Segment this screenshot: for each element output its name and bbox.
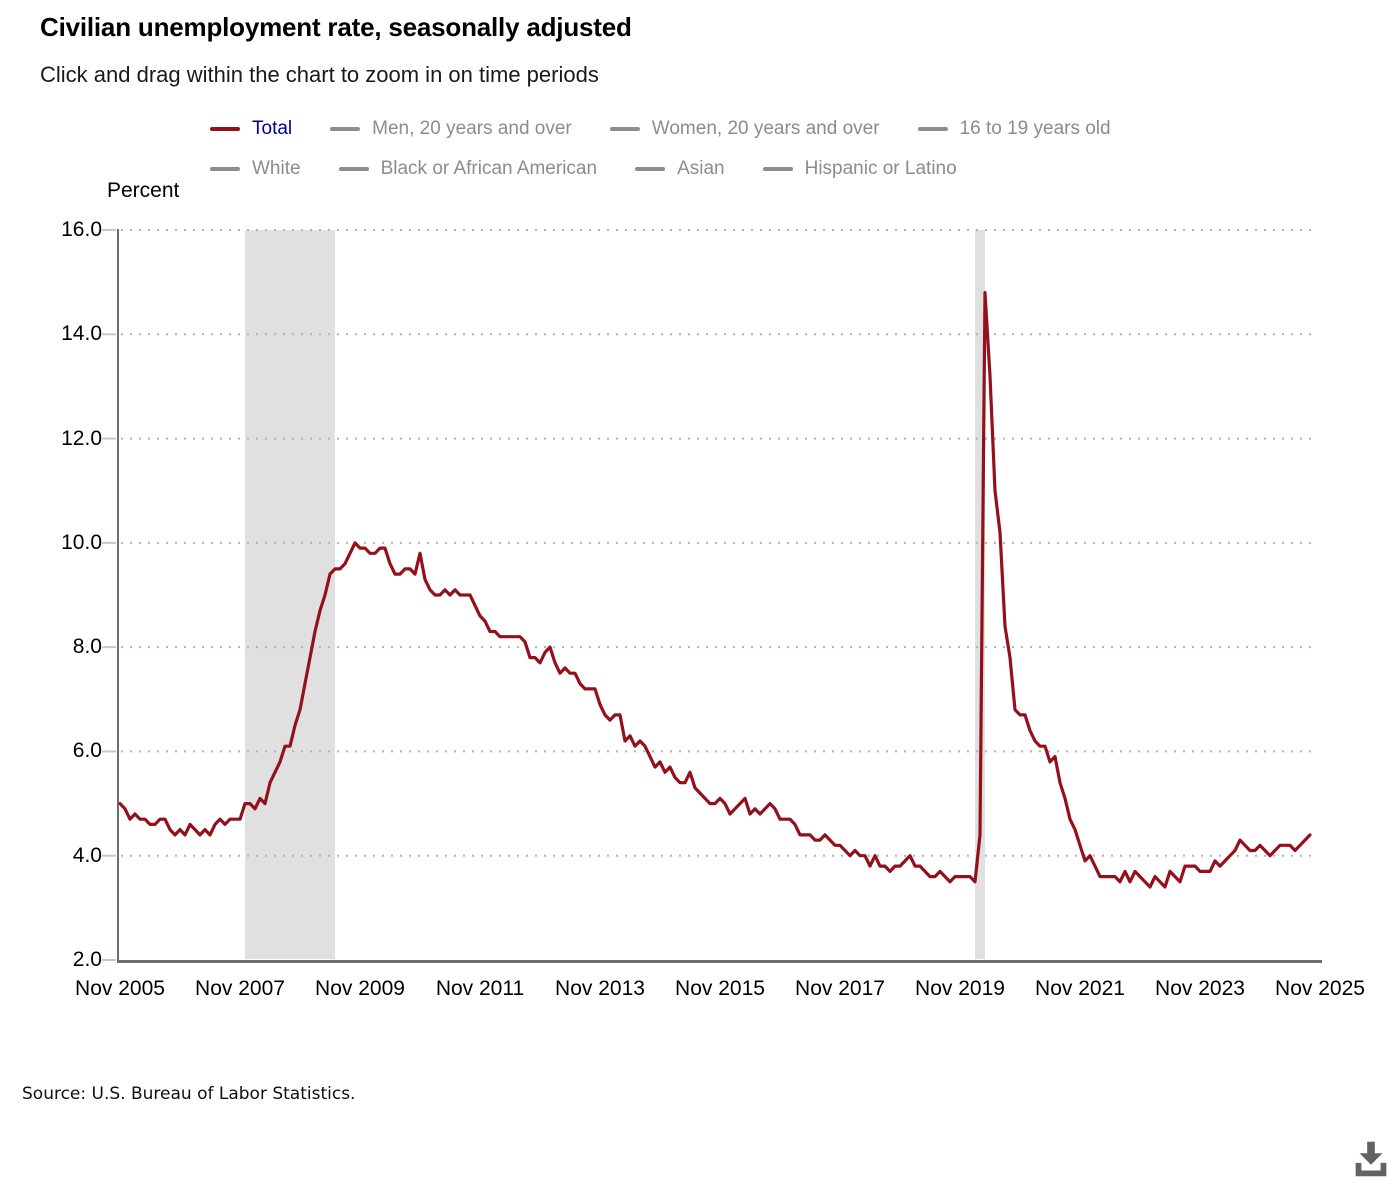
y-axis-label: 10.0 bbox=[61, 530, 102, 554]
legend-swatch bbox=[635, 167, 666, 171]
x-axis-label: Nov 2005 bbox=[75, 977, 165, 1000]
x-axis-label: Nov 2021 bbox=[1035, 977, 1125, 1000]
x-axis-label: Nov 2007 bbox=[195, 977, 285, 1000]
legend-swatch bbox=[762, 167, 793, 171]
legend-item-black-or-african-american[interactable]: Black or African American bbox=[338, 158, 598, 180]
x-axis-label: Nov 2023 bbox=[1155, 977, 1245, 1000]
y-axis-label: 6.0 bbox=[72, 739, 102, 763]
legend-item-16-to-19-years-old[interactable]: 16 to 19 years old bbox=[917, 118, 1111, 140]
legend-item-label: Asian bbox=[677, 158, 725, 179]
legend-item-men-20-years-and-over[interactable]: Men, 20 years and over bbox=[330, 118, 572, 140]
legend-item-label: Women, 20 years and over bbox=[651, 118, 880, 139]
chart-title: Civilian unemployment rate, seasonally a… bbox=[40, 12, 632, 42]
legend-item-asian[interactable]: Asian bbox=[635, 158, 725, 180]
y-axis-label: 8.0 bbox=[72, 635, 102, 659]
legend-item-label: Hispanic or Latino bbox=[804, 158, 957, 179]
chart-plot-area[interactable] bbox=[118, 230, 1320, 960]
x-axis-label: Nov 2019 bbox=[915, 977, 1005, 1000]
legend-item-women-20-years-and-over[interactable]: Women, 20 years and over bbox=[609, 118, 880, 140]
legend-swatch bbox=[330, 127, 361, 131]
legend-swatch bbox=[210, 167, 240, 171]
y-axis-label: 4.0 bbox=[72, 843, 102, 867]
x-axis-label: Nov 2025 bbox=[1275, 977, 1365, 1000]
legend-item-total[interactable]: Total bbox=[210, 118, 292, 140]
legend-item-white[interactable]: White bbox=[210, 158, 301, 180]
x-axis-label: Nov 2011 bbox=[435, 977, 525, 1000]
y-axis-title: Percent bbox=[107, 179, 180, 202]
y-axis-label: 14.0 bbox=[61, 322, 102, 346]
x-axis-label: Nov 2009 bbox=[315, 977, 405, 1000]
legend-swatch bbox=[338, 167, 369, 171]
legend-item-label: White bbox=[252, 158, 301, 179]
x-axis-label: Nov 2015 bbox=[675, 977, 765, 1000]
y-axis-label: 16.0 bbox=[61, 218, 102, 241]
y-axis-label: 12.0 bbox=[61, 426, 102, 450]
x-axis-label: Nov 2017 bbox=[795, 977, 885, 1000]
source-note: Source: U.S. Bureau of Labor Statistics. bbox=[22, 1084, 356, 1104]
download-button[interactable] bbox=[1340, 1128, 1400, 1190]
legend-item-hispanic-or-latino[interactable]: Hispanic or Latino bbox=[762, 158, 957, 180]
legend-swatch bbox=[609, 127, 640, 131]
legend-item-label: 16 to 19 years old bbox=[959, 118, 1111, 139]
legend-item-label: Men, 20 years and over bbox=[372, 118, 572, 139]
legend-swatch bbox=[210, 127, 240, 131]
legend-item-label: Total bbox=[252, 118, 293, 139]
chart-legend: Total Men, 20 years and over Women, 20 yea… bbox=[210, 118, 1340, 180]
legend-item-label: Black or African American bbox=[380, 158, 598, 179]
legend-swatch bbox=[917, 127, 948, 131]
y-axis-label: 2.0 bbox=[72, 948, 102, 971]
download-icon bbox=[1355, 1141, 1387, 1177]
chart-subtitle: Click and drag within the chart to zoom … bbox=[40, 62, 599, 87]
x-axis-label: Nov 2013 bbox=[555, 977, 645, 1000]
